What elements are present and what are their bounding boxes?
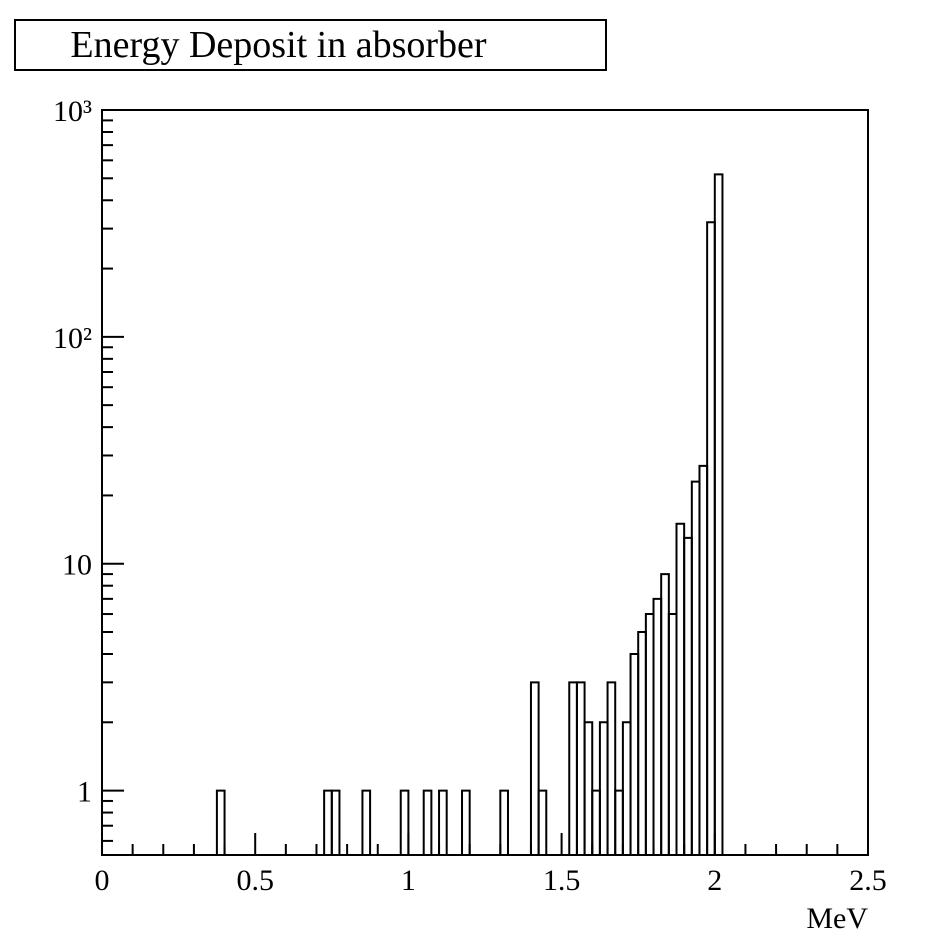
y-tick-label: 10² <box>53 322 92 355</box>
histogram-bin <box>438 789 448 855</box>
histogram-bin <box>713 173 724 855</box>
histogram-bin <box>461 789 471 855</box>
histogram-bin <box>598 721 609 855</box>
histogram-bin <box>675 522 686 855</box>
histogram-bin <box>698 464 709 855</box>
histogram-bin <box>583 721 594 855</box>
histogram-bin <box>422 789 433 855</box>
histogram-bin <box>591 789 601 855</box>
histogram-bin <box>361 789 372 855</box>
x-tick-label: 0.5 <box>236 864 274 897</box>
histogram-bin <box>575 681 586 855</box>
y-tick-label: 10³ <box>53 95 92 128</box>
histogram-bin <box>621 721 632 855</box>
plot-frame <box>101 109 869 856</box>
histogram-bin <box>529 681 540 855</box>
chart-title-box: Energy Deposit in absorber <box>14 19 607 71</box>
x-tick-label: 2.5 <box>849 864 887 897</box>
histogram-bin <box>644 613 655 855</box>
y-tick-label: 10 <box>62 549 92 582</box>
histogram-bin <box>330 789 341 855</box>
histogram-bin <box>690 480 701 855</box>
histogram-bin <box>652 597 663 855</box>
histogram-bin <box>537 789 548 855</box>
y-tick-label: 1 <box>77 776 92 809</box>
x-axis-label: MeV <box>806 902 868 935</box>
histogram-bin <box>660 573 670 855</box>
chart-title: Energy Deposit in absorber <box>70 24 487 66</box>
histogram-bin <box>399 789 410 855</box>
histogram-bin <box>637 631 647 855</box>
histogram-bin <box>568 681 578 855</box>
histogram-bin <box>667 613 678 855</box>
histogram-bin <box>706 221 716 855</box>
x-tick-label: 0 <box>95 864 110 897</box>
x-tick-label: 2 <box>707 864 722 897</box>
histogram-bin <box>606 681 617 855</box>
histogram-bin <box>629 652 640 855</box>
histogram-bin <box>215 789 226 855</box>
histogram-bin <box>323 789 333 855</box>
x-tick-label: 1 <box>401 864 416 897</box>
x-tick-label: 1.5 <box>543 864 581 897</box>
histogram-bin <box>683 536 693 855</box>
histogram-bin <box>614 789 624 855</box>
histogram-bin <box>499 789 509 855</box>
